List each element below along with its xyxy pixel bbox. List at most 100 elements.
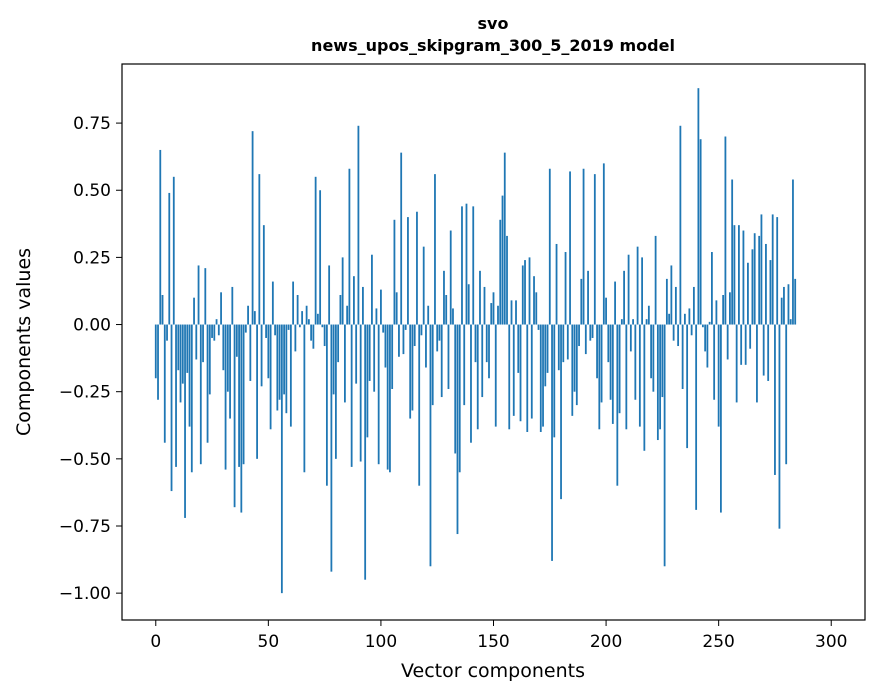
bar (711, 252, 713, 325)
bar (501, 195, 504, 325)
bar (359, 324, 362, 462)
bar (717, 324, 720, 427)
bar (427, 305, 430, 325)
bar (623, 270, 625, 325)
bar (294, 324, 297, 352)
bar (738, 225, 740, 325)
bar (161, 295, 164, 325)
bar-series (154, 88, 797, 594)
bar (463, 324, 466, 406)
bar (722, 295, 725, 325)
bar (199, 324, 202, 465)
bar (783, 286, 785, 325)
bar (179, 324, 182, 403)
bar (542, 324, 544, 427)
bar (778, 324, 781, 529)
bar (431, 324, 434, 406)
bar (206, 324, 209, 443)
bar (168, 192, 171, 325)
bar (260, 324, 263, 387)
bar (652, 324, 655, 392)
bar (724, 136, 727, 325)
bar (481, 324, 484, 398)
bar (521, 265, 524, 325)
bar (701, 324, 704, 328)
bar (726, 324, 729, 360)
bar (573, 324, 576, 392)
bar (447, 324, 450, 389)
bar (316, 313, 319, 325)
bar (229, 324, 231, 419)
bar (244, 324, 247, 333)
bar (407, 217, 409, 325)
bar (382, 324, 385, 333)
bar (314, 176, 317, 325)
bar (686, 324, 689, 449)
chart-title: svo (478, 14, 509, 33)
bar (384, 324, 387, 368)
bar (497, 305, 499, 325)
bar (269, 324, 272, 430)
bar (618, 324, 621, 414)
bar (596, 324, 598, 379)
bar (220, 292, 222, 325)
bar (386, 324, 389, 470)
bar (729, 292, 731, 325)
bar (555, 243, 558, 325)
bar (280, 324, 283, 594)
bar (328, 265, 331, 325)
bar (506, 235, 508, 325)
bar (454, 324, 457, 454)
y-tick-label: 0.25 (73, 248, 111, 268)
bar (357, 125, 360, 325)
bar (647, 305, 650, 325)
bar (456, 324, 459, 535)
x-tick-label: 200 (590, 632, 622, 652)
bar (706, 324, 709, 368)
bar (440, 324, 443, 398)
y-axis-label: Components values (13, 248, 35, 436)
x-tick-label: 0 (150, 632, 161, 652)
bar (235, 324, 238, 357)
bar (395, 292, 398, 325)
bar (544, 324, 547, 387)
bar (510, 300, 513, 325)
bar (238, 324, 240, 467)
bar (159, 149, 162, 325)
bar (425, 324, 427, 368)
bar (154, 324, 157, 379)
bar (319, 190, 322, 325)
x-tick-label: 300 (815, 632, 847, 652)
bar (605, 297, 607, 325)
bar (436, 324, 439, 352)
bar (679, 125, 682, 325)
bar (713, 324, 716, 400)
bar (393, 219, 396, 325)
bar (611, 324, 614, 424)
bar (377, 324, 380, 465)
bar (681, 324, 684, 389)
bar (607, 324, 610, 363)
y-tick-label: 0.75 (73, 114, 111, 134)
bar (476, 324, 479, 430)
bar (413, 324, 416, 347)
bar (747, 262, 749, 325)
bar (226, 324, 229, 392)
bar (627, 254, 630, 325)
bar (325, 324, 328, 486)
bar (445, 295, 448, 325)
bar (616, 324, 619, 486)
bar (674, 286, 677, 325)
bar (503, 152, 506, 325)
bar (204, 268, 207, 325)
bar (663, 324, 666, 567)
bar (181, 324, 184, 384)
bar (670, 265, 673, 325)
bar (287, 324, 290, 330)
bar (560, 324, 562, 500)
bar (665, 278, 668, 325)
bar (499, 219, 502, 325)
bar (589, 324, 592, 341)
bar (578, 324, 580, 347)
bar (247, 305, 249, 325)
